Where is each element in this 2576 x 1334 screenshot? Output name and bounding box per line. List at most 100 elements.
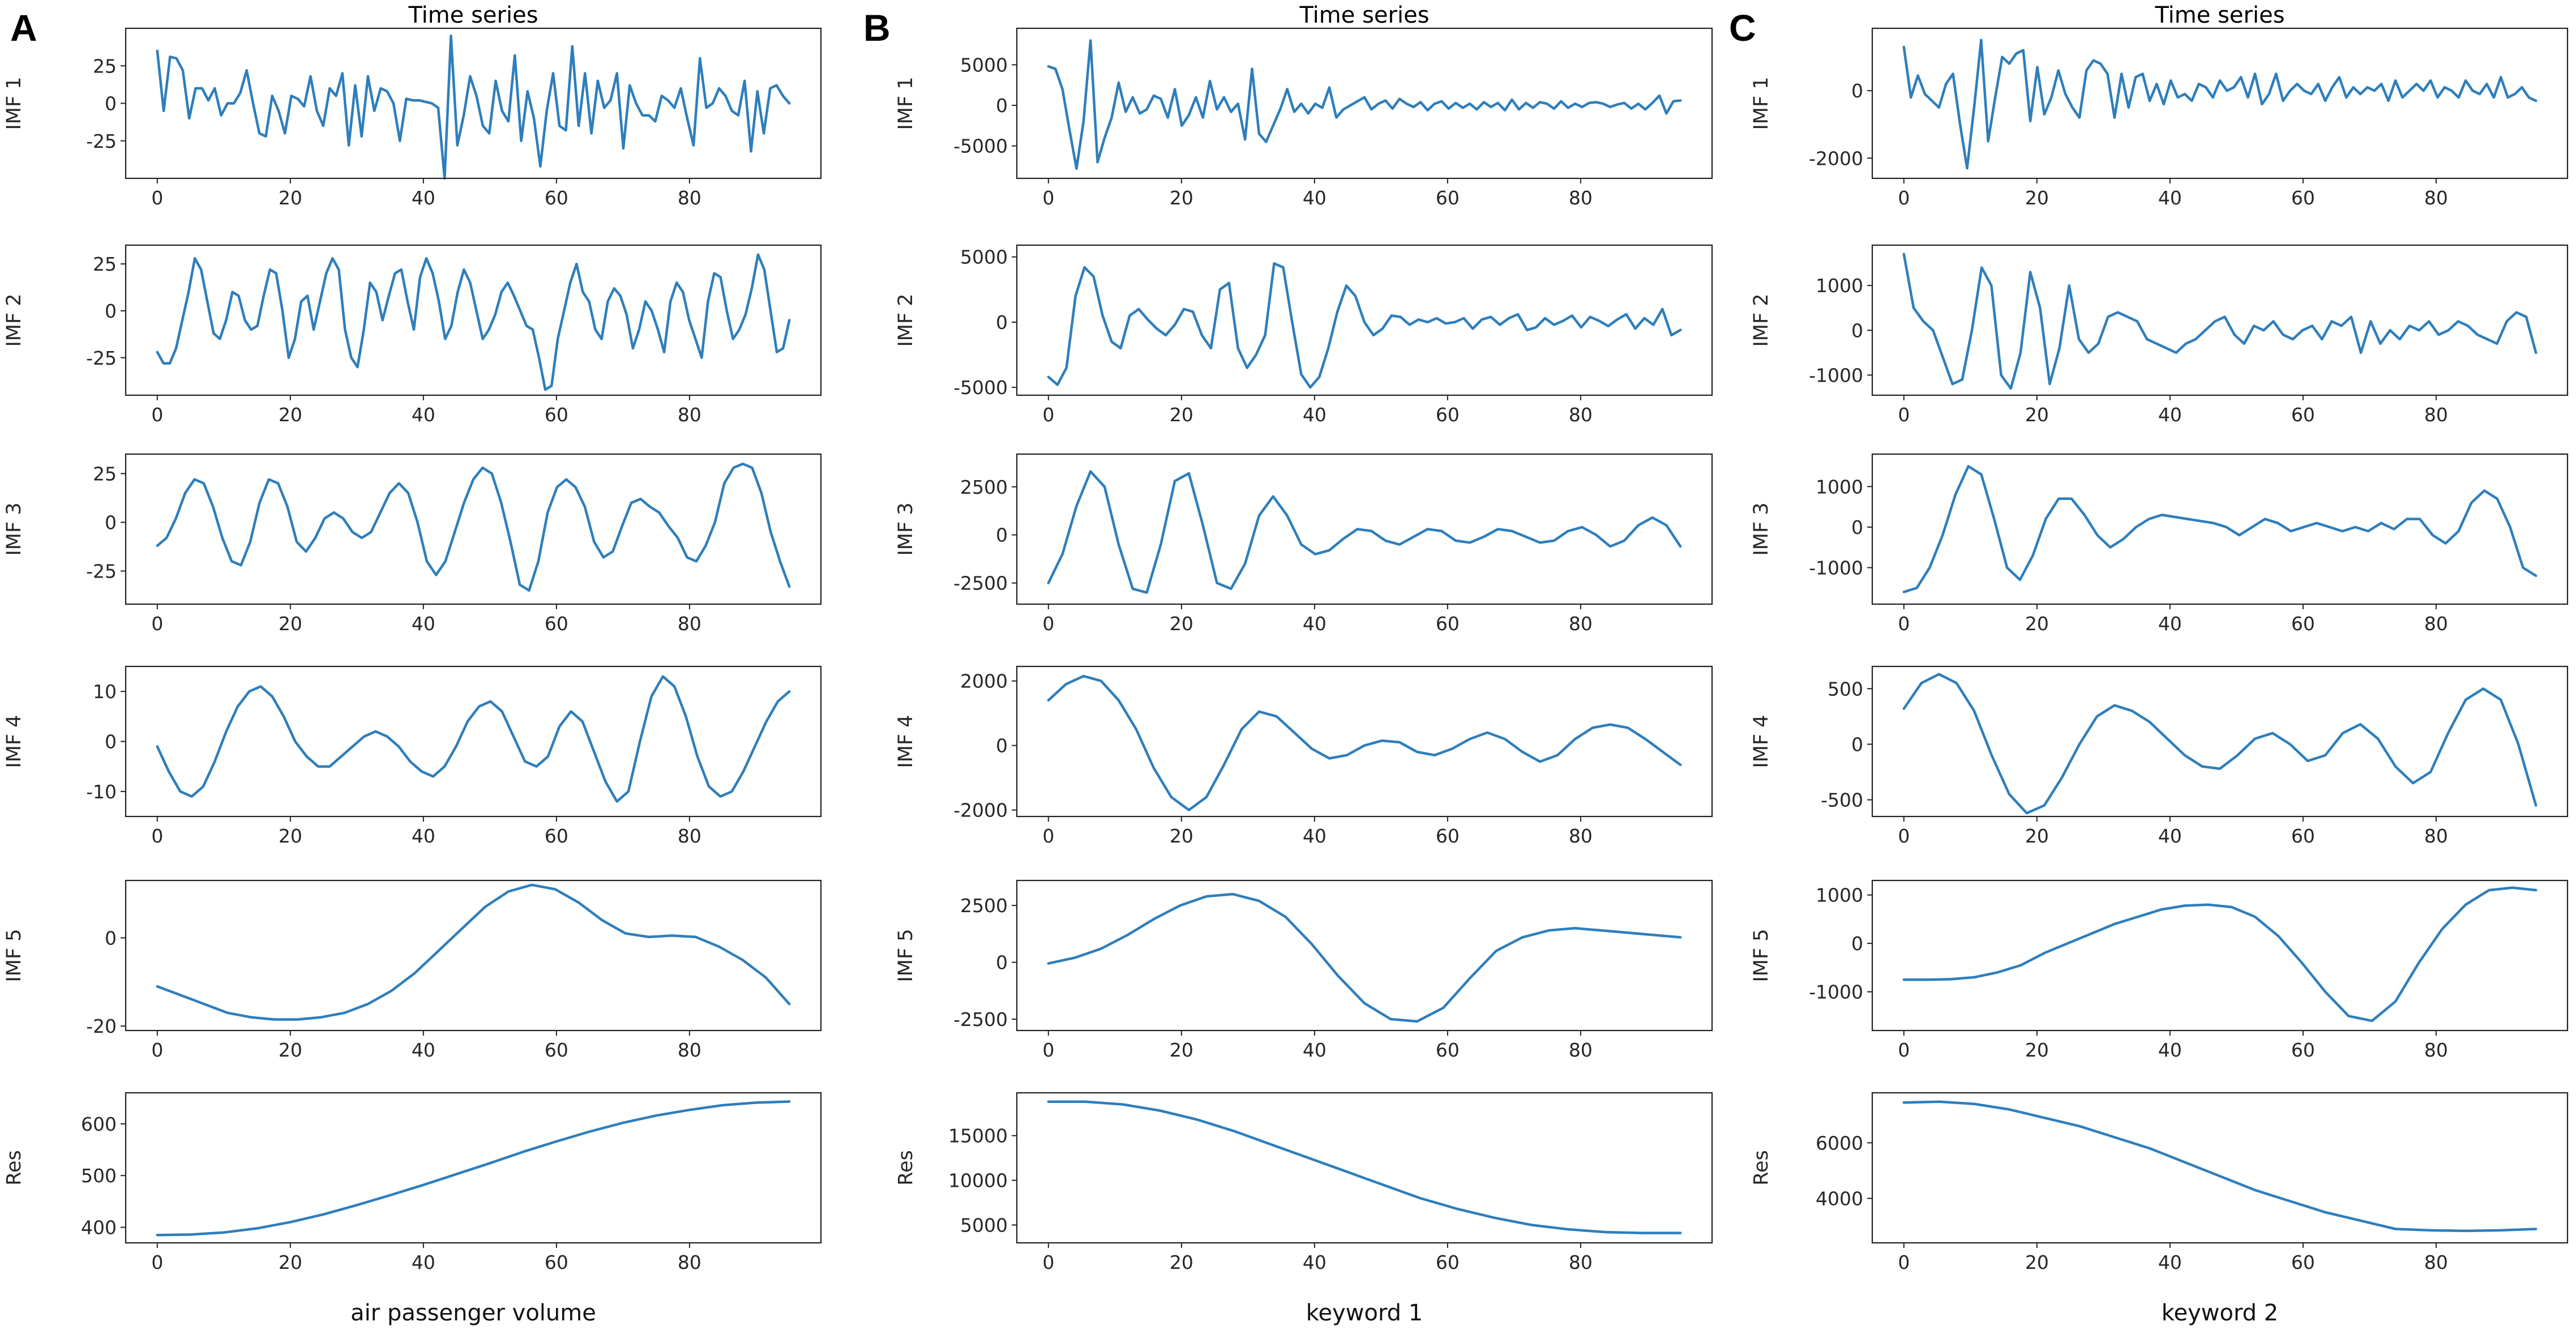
x-tick-label: 40 [1303,1251,1326,1273]
x-tick-label: 20 [2025,613,2049,635]
axes-frame [1016,1092,1713,1244]
y-tick-label: 0 [996,735,1008,757]
x-tick-label: 80 [1569,1251,1593,1273]
y-tick-label: -2000 [953,799,1008,822]
series-line [1047,892,1682,1023]
x-tick-label: 80 [678,1251,701,1273]
panel-letters: A B C [10,7,1756,49]
x-tick-label: 20 [2025,1251,2049,1273]
column-title: Time series [408,2,538,28]
axes-frame [1016,244,1713,396]
column-xlabels: air passenger volume keyword 1 keyword 2 [350,1300,2278,1326]
x-tick-label: 60 [545,187,568,209]
y-tick-label: 2000 [960,670,1008,692]
y-tick-label: 25 [93,253,117,275]
series-line [156,35,791,180]
x-tick-label: 80 [678,825,701,847]
subplot-A-res: 400 500 600 0 20 40 60 80 Res [3,1092,822,1273]
x-tick-label: 40 [1303,825,1326,847]
x-tick-label: 0 [1898,613,1910,635]
x-tick-label: 20 [1170,825,1193,847]
x-tick-label: 20 [279,187,302,209]
y-tick-label: -1000 [1809,557,1863,579]
y-axis-label: IMF 4 [895,715,917,768]
series-line [156,253,791,391]
y-axis-label: IMF 3 [1750,502,1773,555]
x-tick-label: 0 [151,187,163,209]
x-tick-label: 60 [2291,404,2315,426]
y-tick-label: -25 [86,347,117,369]
y-tick-label: 0 [105,511,117,533]
subplot-B-imf3: -2500 0 2500 0 20 40 60 80 IMF 3 [895,453,1713,635]
y-tick-label: -2500 [953,572,1008,595]
axes-frame [1871,1092,2569,1244]
axes-frame [125,27,822,179]
y-tick-label: 0 [105,731,117,753]
x-tick-label: 40 [1303,404,1326,426]
series-line [156,675,791,803]
y-tick-label: 2500 [960,895,1008,917]
x-tick-label: 0 [1898,404,1910,426]
x-tick-label: 80 [1569,825,1593,847]
y-axis-label: IMF 5 [3,929,25,982]
x-tick-label: 40 [1303,613,1326,635]
y-tick-label: 10 [93,681,117,703]
x-tick-label: 80 [2424,1039,2448,1061]
panel-letter: B [863,7,891,49]
x-axis-label: air passenger volume [350,1300,596,1326]
x-tick-label: 40 [412,1251,435,1273]
x-axis-label: keyword 2 [2162,1300,2279,1326]
subplot-C-imf4: -500 0 500 0 20 40 60 80 IMF 4 [1750,665,2569,847]
x-tick-label: 0 [1898,187,1910,209]
x-tick-label: 80 [2424,1251,2448,1273]
x-tick-label: 80 [678,1039,701,1061]
x-tick-label: 20 [2025,1039,2049,1061]
y-tick-label: 4000 [1816,1187,1863,1209]
series-line [1902,39,2538,170]
y-tick-label: -20 [86,1015,117,1037]
y-tick-label: 400 [81,1217,117,1239]
axes-frame [1871,879,2569,1032]
series-line [1902,673,2538,815]
x-tick-label: 20 [2025,187,2049,209]
x-tick-label: 80 [2424,187,2448,209]
x-tick-label: 80 [2424,613,2448,635]
x-tick-label: 0 [1042,1039,1054,1061]
series-line [1902,465,2538,593]
x-tick-label: 20 [279,404,302,426]
subplot-B-imf1: -5000 0 5000 0 20 40 60 80 IMF 1 [895,27,1713,209]
axes-frame [125,244,822,396]
x-tick-label: 20 [2025,825,2049,847]
y-axis-label: IMF 1 [1750,76,1773,130]
x-tick-label: 60 [1436,613,1460,635]
y-tick-label: -1000 [1809,981,1863,1003]
x-tick-label: 80 [678,613,701,635]
axes-frame [1016,879,1713,1032]
x-tick-label: 40 [412,825,435,847]
x-tick-label: 20 [279,1251,302,1273]
y-axis-label: Res [3,1150,25,1186]
x-tick-label: 20 [1170,404,1193,426]
y-axis-label: IMF 2 [3,293,25,347]
y-tick-label: 6000 [1816,1132,1863,1154]
x-tick-label: 0 [151,1039,163,1061]
x-tick-label: 0 [1042,825,1054,847]
y-tick-label: 0 [1851,933,1863,955]
x-tick-label: 60 [2291,1039,2315,1061]
x-tick-label: 60 [1436,404,1460,426]
y-tick-label: 0 [1851,733,1863,755]
subplot-C-imf1: -2000 0 0 20 40 60 80 IMF 1 [1750,27,2569,209]
x-tick-label: 60 [545,825,568,847]
y-tick-label: -2500 [953,1008,1008,1031]
axes-frame [1016,665,1713,818]
x-tick-label: 40 [412,613,435,635]
y-axis-label: Res [895,1150,917,1186]
axes-frame [125,1092,822,1244]
x-tick-label: 40 [412,1039,435,1061]
y-tick-label: -5000 [953,377,1008,399]
series-line [156,462,791,592]
x-tick-label: 40 [412,187,435,209]
series-line [1902,253,2538,390]
y-tick-label: 25 [93,55,117,77]
